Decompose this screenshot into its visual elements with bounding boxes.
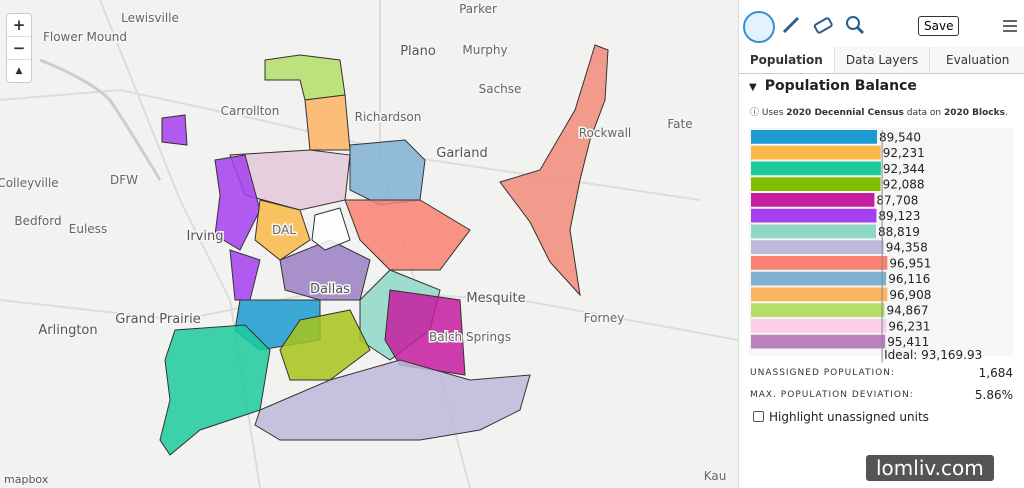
place-label: Grand Prairie bbox=[115, 312, 201, 327]
tabs: Population Data Layers Evaluation bbox=[739, 47, 1024, 74]
note-text: data on bbox=[903, 108, 944, 118]
highlight-checkbox[interactable]: Highlight unassigned units bbox=[753, 410, 929, 424]
place-label: Arlington bbox=[38, 323, 97, 338]
value-label: 96,908 bbox=[889, 288, 931, 302]
place-label: Forney bbox=[584, 311, 625, 325]
stat-value: 1,684 bbox=[978, 366, 1013, 380]
stat-value: 5.86% bbox=[974, 388, 1013, 402]
bar bbox=[751, 161, 881, 176]
value-label: 96,231 bbox=[888, 319, 930, 333]
place-label: DFW bbox=[110, 173, 138, 187]
inspect-tool[interactable] bbox=[841, 11, 869, 39]
place-label: Irving bbox=[187, 229, 224, 244]
bar bbox=[751, 130, 877, 144]
info-icon: ⓘ bbox=[750, 108, 760, 118]
tab[interactable]: Data Layers bbox=[833, 47, 930, 73]
compass[interactable]: ▲ bbox=[15, 66, 23, 76]
place-label: Plano bbox=[400, 44, 436, 59]
data-note: ⓘ Uses 2020 Decennial Census data on 202… bbox=[750, 105, 1008, 118]
watermark: lomliv.com bbox=[866, 455, 994, 481]
stat-label: MAX. POPULATION DEVIATION: bbox=[750, 390, 914, 400]
bar bbox=[751, 334, 886, 349]
eraser-tool[interactable] bbox=[809, 11, 837, 39]
place-label: Sachse bbox=[479, 82, 522, 96]
place-label: Murphy bbox=[462, 43, 507, 57]
place-label: Richardson bbox=[355, 110, 422, 124]
section-title: Population Balance bbox=[764, 78, 917, 94]
place-label: Mesquite bbox=[466, 291, 525, 306]
place-label: Fate bbox=[667, 117, 692, 131]
districts[interactable] bbox=[159, 44, 609, 456]
place-label: Dallas bbox=[310, 282, 350, 297]
value-label: 88,819 bbox=[878, 225, 920, 239]
place-label: Parker bbox=[459, 2, 497, 16]
place-label: DAL bbox=[272, 223, 296, 237]
save-button[interactable]: Save bbox=[918, 16, 960, 36]
value-label: 96,951 bbox=[889, 256, 931, 270]
value-label: 89,540 bbox=[879, 130, 921, 144]
bar bbox=[751, 224, 876, 239]
value-label: 95,411 bbox=[887, 335, 929, 349]
checkbox-label: Highlight unassigned units bbox=[769, 410, 929, 424]
place-label: Flower Mound bbox=[43, 30, 127, 44]
stat-label: UNASSIGNED POPULATION: bbox=[750, 368, 895, 378]
section-header[interactable]: ▼ Population Balance bbox=[749, 78, 917, 94]
pan-tool[interactable] bbox=[743, 11, 775, 43]
note-text: 2020 Blocks bbox=[943, 108, 1005, 118]
sidebar: Save Population Data Layers Evaluation ▼… bbox=[738, 0, 1024, 488]
place-label: Euless bbox=[69, 222, 107, 236]
value-label: 92,231 bbox=[883, 146, 925, 160]
place-label: Carrollton bbox=[221, 104, 280, 118]
bar bbox=[751, 287, 888, 302]
place-label: Garland bbox=[436, 146, 487, 161]
brush-tool[interactable] bbox=[777, 11, 805, 39]
bar bbox=[751, 177, 881, 191]
bar bbox=[751, 256, 888, 270]
ideal-label: Ideal: 93,169.93 bbox=[884, 348, 982, 362]
bar bbox=[751, 303, 885, 317]
place-labels: Lewisville Flower Mound Parker Plano Murphy S… bbox=[0, 1, 728, 485]
bar bbox=[751, 271, 887, 286]
note-text: Uses bbox=[761, 108, 787, 118]
place-label: Colleyville bbox=[0, 176, 59, 190]
zoom-out[interactable]: − bbox=[7, 37, 31, 60]
value-label: 96,116 bbox=[888, 272, 930, 286]
attribution: mapbox bbox=[4, 473, 49, 486]
bar bbox=[751, 240, 884, 254]
value-label: 92,344 bbox=[883, 162, 925, 176]
tab[interactable]: Evaluation bbox=[929, 47, 1024, 73]
bar bbox=[751, 208, 877, 223]
place-label: Rockwall bbox=[579, 126, 632, 140]
bar bbox=[751, 145, 881, 160]
map[interactable]: Lewisville Flower Mound Parker Plano Murphy S… bbox=[0, 0, 738, 488]
place-label: Bedford bbox=[14, 214, 61, 228]
value-label: 94,358 bbox=[886, 241, 928, 255]
bar bbox=[751, 319, 887, 333]
menu-button[interactable] bbox=[1003, 20, 1017, 32]
tab[interactable]: Population bbox=[739, 47, 834, 73]
note-text: . bbox=[1004, 108, 1008, 118]
value-label: 87,708 bbox=[876, 193, 918, 207]
value-label: 94,867 bbox=[886, 304, 928, 318]
place-label: Kau bbox=[704, 469, 727, 483]
note-text: 2020 Decennial Census bbox=[786, 108, 904, 118]
value-label: 92,088 bbox=[883, 178, 925, 192]
value-label: 89,123 bbox=[878, 209, 920, 223]
zoom-in[interactable]: + bbox=[7, 14, 31, 37]
place-label: Balch Springs bbox=[429, 330, 511, 344]
bar bbox=[751, 193, 875, 207]
zoom-control: + − ▲ bbox=[6, 13, 32, 83]
place-label: Lewisville bbox=[121, 11, 179, 25]
